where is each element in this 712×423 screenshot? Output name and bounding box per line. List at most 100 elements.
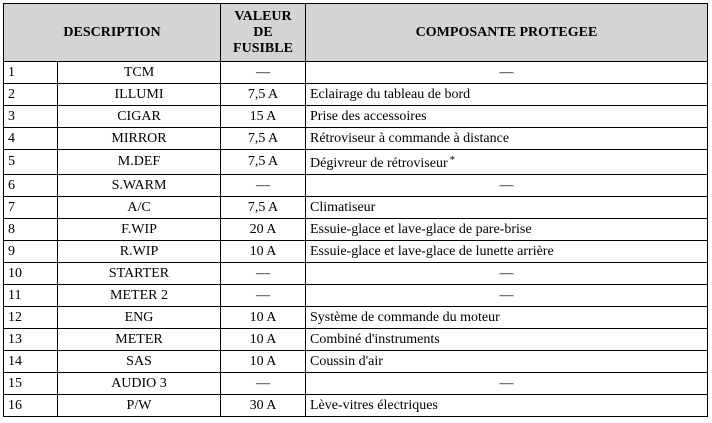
fuse-number-text: 11 [8,287,22,303]
table-row: 7 A/C 7,5 A Climatiseur [3,196,708,219]
fuse-name-text: MIRROR [111,130,167,146]
fuse-name: METER 2 [57,284,221,307]
fuse-value: 10 A [220,240,306,263]
table-row: 6 S.WARM — — [3,174,708,197]
fuse-number: 1 [3,61,58,84]
fuse-name-text: P/W [126,397,152,413]
table-row: 12 ENG 10 A Système de commande du moteur [3,306,708,329]
fuse-value: 7,5 A [220,149,306,175]
protected-component-text: — [499,265,514,281]
header-row: DESCRIPTION VALEUR DE FUSIBLE COMPOSANTE… [3,3,708,62]
fuse-number: 14 [3,350,58,373]
fuse-number: 12 [3,306,58,329]
description-header: DESCRIPTION [3,3,221,62]
asterisk-mark: * [449,154,456,166]
fuse-name: SAS [57,350,221,373]
fuse-number: 4 [3,127,58,150]
fuse-number-text: 15 [8,375,22,391]
fuse-value-text: — [256,265,270,281]
fuse-value: 10 A [220,350,306,373]
protected-component: — [305,284,708,307]
fuse-number: 13 [3,328,58,351]
fuse-number: 2 [3,83,58,106]
fuse-value: 7,5 A [220,196,306,219]
fuse-value-text: 7,5 A [247,199,279,215]
protected-component: Combiné d'instruments [305,328,708,351]
fuse-value: 15 A [220,105,306,128]
fuse-name: CIGAR [57,105,221,128]
protected-component: — [305,174,708,197]
protected-component: Lève-vitres électriques [305,394,708,417]
fuse-number-text: 14 [8,353,22,369]
fuse-name-text: TCM [123,64,155,80]
fuse-name-text: CIGAR [117,108,161,124]
protected-component: Rétroviseur à commande à distance [305,127,708,150]
fuse-value: 30 A [220,394,306,417]
protected-component-header: COMPOSANTE PROTEGEE [305,3,708,62]
fuse-value-text: 7,5 A [247,86,279,102]
protected-component: — [305,262,708,285]
fuse-value-text: 20 A [249,221,277,237]
fuse-number: 15 [3,372,58,395]
protected-component: — [305,372,708,395]
table-row: 2 ILLUMI 7,5 A Eclairage du tableau de bord [3,83,708,106]
protected-component-text: Essuie-glace et lave-glace de pare-brise [310,221,532,237]
fuse-name: TCM [57,61,221,84]
fuse-number: 11 [3,284,58,307]
fuse-number: 16 [3,394,58,417]
fuse-number-text: 13 [8,331,22,347]
protected-component-text: Prise des accessoires [310,108,427,124]
fuse-number-text: 8 [8,221,15,237]
fuse-name: AUDIO 3 [57,372,221,395]
table-row: 15 AUDIO 3 — — [3,372,708,395]
fuse-number: 5 [3,149,58,175]
fuse-name: METER [57,328,221,351]
fuse-number: 9 [3,240,58,263]
protected-component: — [305,61,708,84]
fuse-number-text: 3 [8,108,15,124]
fuse-value-header-line1: VALEUR [234,8,292,24]
fuse-name-text: STARTER [108,265,170,281]
fuse-value-text: — [256,287,270,303]
fuse-name: STARTER [57,262,221,285]
table-row: 3 CIGAR 15 A Prise des accessoires [3,105,708,128]
protected-component: Système de commande du moteur [305,306,708,329]
fuse-number-text: 1 [8,64,15,80]
fuse-value-text: — [256,375,270,391]
fuse-table-body: 1 TCM — — 2 ILLUMI 7,5 A Eclairage du tableau d… [3,61,708,417]
table-row: 8 F.WIP 20 A Essuie-glace et lave-glace de … [3,218,708,241]
fuse-name-text: SAS [126,353,152,369]
fuse-value: 10 A [220,306,306,329]
fuse-value-text: 7,5 A [247,154,279,169]
protected-component: Prise des accessoires [305,105,708,128]
fuse-value-text: 10 A [249,353,277,369]
fuse-number-text: 7 [8,199,15,215]
fuse-value-header-line2: DE [253,24,273,40]
protected-component-text: Système de commande du moteur [310,309,500,325]
fuse-value: — [220,174,306,197]
fuse-value-text: 10 A [249,243,277,259]
protected-component: Coussin d'air [305,350,708,373]
fuse-name: F.WIP [57,218,221,241]
fuse-value: — [220,284,306,307]
fuse-name: MIRROR [57,127,221,150]
fuse-name-text: METER 2 [110,287,168,303]
fuse-value: 20 A [220,218,306,241]
fuse-value: 7,5 A [220,127,306,150]
fuse-name: A/C [57,196,221,219]
fuse-name-text: ENG [124,309,154,325]
fuse-value-text: 7,5 A [247,130,279,146]
protected-component: Climatiseur [305,196,708,219]
fuse-value-header-line3: FUSIBLE [233,40,293,56]
protected-component-text: Dégivreur de rétroviseur [310,156,448,171]
protected-component-text: — [499,375,514,391]
fuse-value-text: 10 A [249,331,277,347]
fuse-value: — [220,262,306,285]
protected-component-text: Rétroviseur à commande à distance [310,130,510,146]
fuse-name-text: S.WARM [111,177,167,193]
table-row: 16 P/W 30 A Lève-vitres électriques [3,394,708,417]
fuse-value: — [220,372,306,395]
fuse-name-text: ILLUMI [114,86,164,102]
fuse-value: — [220,61,306,84]
fuse-name-text: M.DEF [117,154,161,169]
